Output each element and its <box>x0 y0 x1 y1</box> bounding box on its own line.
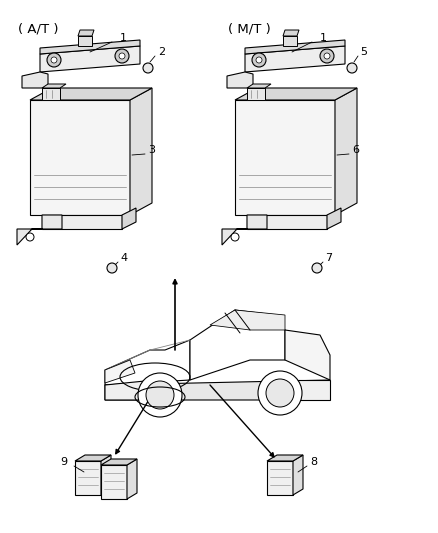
Text: 5: 5 <box>360 47 367 57</box>
Circle shape <box>47 53 61 67</box>
Polygon shape <box>247 88 265 100</box>
Polygon shape <box>222 215 267 245</box>
Polygon shape <box>283 30 299 36</box>
Text: 2: 2 <box>158 47 165 57</box>
Circle shape <box>115 49 129 63</box>
Polygon shape <box>30 100 130 215</box>
Text: 3: 3 <box>148 145 155 155</box>
Polygon shape <box>17 215 62 245</box>
Circle shape <box>347 63 357 73</box>
Polygon shape <box>105 360 135 383</box>
Polygon shape <box>105 380 155 400</box>
Circle shape <box>138 373 182 417</box>
Circle shape <box>107 263 117 273</box>
Polygon shape <box>30 88 152 100</box>
Text: 7: 7 <box>325 253 332 263</box>
Text: 1: 1 <box>120 33 127 43</box>
Circle shape <box>258 371 302 415</box>
Circle shape <box>312 263 322 273</box>
Polygon shape <box>78 36 92 46</box>
Polygon shape <box>295 380 330 400</box>
Polygon shape <box>101 455 111 495</box>
Circle shape <box>143 63 153 73</box>
Circle shape <box>252 53 266 67</box>
Polygon shape <box>283 36 297 46</box>
Polygon shape <box>293 455 303 495</box>
Text: 9: 9 <box>60 457 67 467</box>
Text: 6: 6 <box>352 145 359 155</box>
Polygon shape <box>101 465 127 499</box>
Polygon shape <box>42 84 66 88</box>
Circle shape <box>119 53 125 59</box>
Text: ( A/T ): ( A/T ) <box>18 22 59 35</box>
Polygon shape <box>75 461 101 495</box>
Polygon shape <box>75 455 111 461</box>
Polygon shape <box>130 88 152 215</box>
Circle shape <box>146 381 174 409</box>
Polygon shape <box>227 72 253 88</box>
Polygon shape <box>105 380 330 400</box>
Polygon shape <box>335 88 357 215</box>
Polygon shape <box>122 208 136 229</box>
Circle shape <box>256 57 262 63</box>
Polygon shape <box>42 88 60 100</box>
Circle shape <box>231 233 239 241</box>
Polygon shape <box>267 461 293 495</box>
Polygon shape <box>105 340 190 385</box>
Polygon shape <box>327 208 341 229</box>
Polygon shape <box>42 215 122 229</box>
Polygon shape <box>285 330 330 380</box>
Polygon shape <box>101 459 137 465</box>
Circle shape <box>51 57 57 63</box>
Polygon shape <box>245 46 345 72</box>
Circle shape <box>26 233 34 241</box>
Circle shape <box>266 379 294 407</box>
Text: 1: 1 <box>320 33 327 43</box>
Polygon shape <box>235 100 335 215</box>
Polygon shape <box>247 84 271 88</box>
Circle shape <box>320 49 334 63</box>
Polygon shape <box>22 72 48 88</box>
Polygon shape <box>40 46 140 72</box>
Polygon shape <box>245 40 345 54</box>
Polygon shape <box>247 215 327 229</box>
Polygon shape <box>78 30 94 36</box>
Polygon shape <box>40 40 140 54</box>
Polygon shape <box>190 310 285 380</box>
Text: ( M/T ): ( M/T ) <box>228 22 271 35</box>
Circle shape <box>324 53 330 59</box>
Polygon shape <box>210 310 285 330</box>
Text: 4: 4 <box>120 253 127 263</box>
Polygon shape <box>235 88 357 100</box>
Polygon shape <box>267 455 303 461</box>
Text: 8: 8 <box>310 457 317 467</box>
Polygon shape <box>127 459 137 499</box>
